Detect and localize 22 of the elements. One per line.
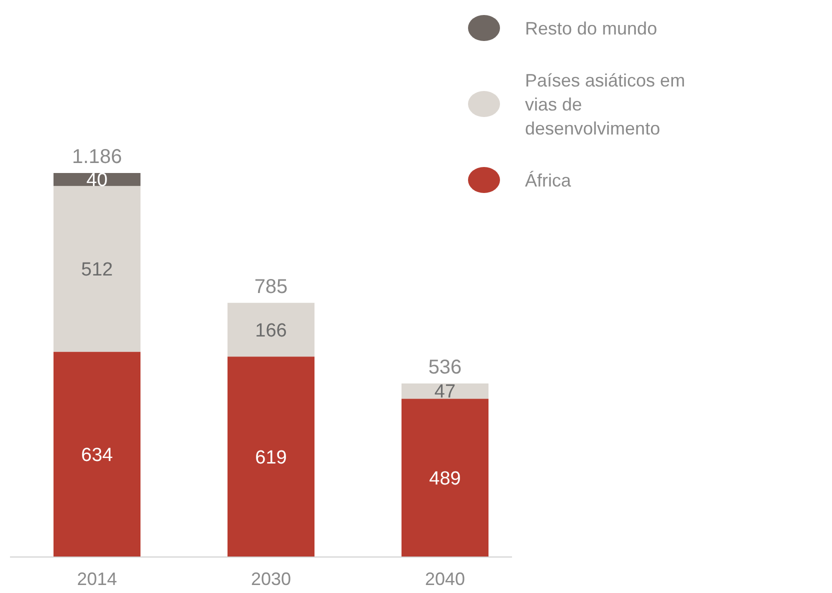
bar [54, 352, 140, 557]
x-tick-label: 2014 [76, 569, 118, 589]
bar [402, 383, 488, 399]
total-label: 785 [254, 276, 288, 298]
x-tick-label: 2030 [250, 569, 292, 589]
bar [228, 302, 314, 357]
legend-label: África [525, 170, 572, 190]
data-label: 47 [434, 382, 456, 403]
bar [228, 356, 314, 557]
legend-label: Resto do mundo [525, 18, 658, 38]
data-label: 489 [429, 468, 461, 490]
bar [402, 398, 488, 557]
x-tick-label: 2040 [424, 569, 466, 589]
data-label: 619 [255, 447, 287, 468]
data-label: 634 [81, 445, 114, 466]
total-label: 1.186 [72, 146, 122, 168]
data-label: 512 [81, 259, 113, 280]
bar [54, 186, 140, 352]
total-label: 536 [428, 356, 462, 378]
data-label: 40 [86, 170, 108, 192]
data-label: 166 [255, 320, 287, 342]
legend-label: Países asiáticos em vias de desenvolvimento [525, 70, 686, 138]
